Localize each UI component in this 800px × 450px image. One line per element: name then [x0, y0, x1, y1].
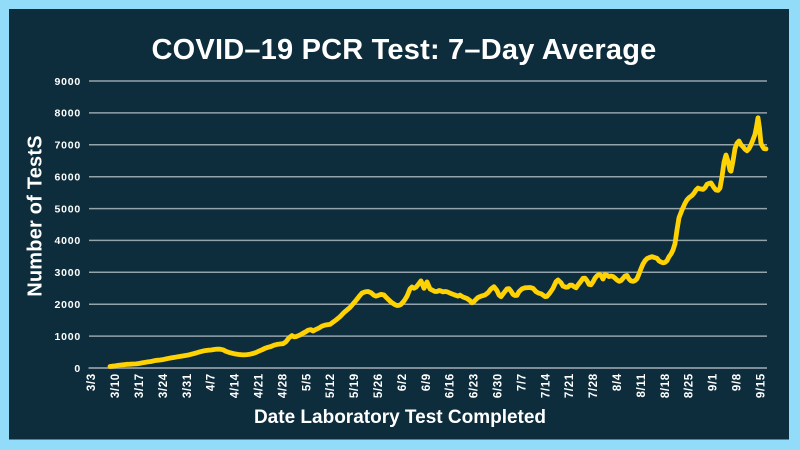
- svg-text:8000: 8000: [54, 108, 81, 120]
- svg-text:5/5: 5/5: [301, 373, 313, 391]
- svg-text:3/31: 3/31: [182, 373, 194, 398]
- svg-text:7/14: 7/14: [540, 373, 552, 398]
- svg-text:7/7: 7/7: [516, 373, 528, 391]
- svg-text:5/19: 5/19: [349, 373, 361, 398]
- svg-text:3000: 3000: [54, 267, 81, 279]
- svg-text:6000: 6000: [54, 172, 81, 184]
- svg-text:6/30: 6/30: [493, 373, 505, 398]
- svg-text:5/26: 5/26: [373, 373, 385, 398]
- svg-text:4/7: 4/7: [206, 373, 218, 391]
- svg-text:8/4: 8/4: [612, 373, 624, 391]
- svg-text:7/21: 7/21: [564, 373, 576, 398]
- svg-text:6/2: 6/2: [397, 373, 409, 391]
- svg-text:5/12: 5/12: [325, 373, 337, 398]
- svg-text:8/11: 8/11: [636, 373, 648, 397]
- svg-text:6/16: 6/16: [445, 373, 457, 398]
- svg-text:COVID–19 PCR Test: 7–Day Avera: COVID–19 PCR Test: 7–Day Average: [152, 34, 657, 66]
- svg-text:4/14: 4/14: [230, 373, 242, 398]
- svg-text:3/3: 3/3: [86, 373, 98, 391]
- svg-text:7/28: 7/28: [588, 373, 600, 398]
- svg-text:4/28: 4/28: [277, 373, 289, 398]
- svg-text:6/9: 6/9: [421, 373, 433, 391]
- svg-text:5000: 5000: [54, 203, 81, 215]
- svg-text:8/25: 8/25: [684, 373, 696, 398]
- svg-text:9000: 9000: [54, 76, 81, 88]
- svg-text:9/1: 9/1: [708, 373, 720, 391]
- svg-text:1000: 1000: [54, 331, 81, 343]
- svg-text:4/21: 4/21: [254, 373, 266, 398]
- svg-text:Number of TestS: Number of TestS: [25, 135, 47, 297]
- svg-text:Date Laboratory Test Completed: Date Laboratory Test Completed: [254, 407, 546, 428]
- svg-text:3/24: 3/24: [158, 373, 170, 398]
- svg-text:6/23: 6/23: [469, 373, 481, 398]
- svg-text:9/8: 9/8: [732, 373, 744, 391]
- svg-text:3/10: 3/10: [110, 373, 122, 398]
- svg-text:8/18: 8/18: [660, 373, 672, 398]
- svg-text:0: 0: [74, 363, 81, 375]
- svg-text:7000: 7000: [54, 140, 81, 152]
- svg-text:3/17: 3/17: [134, 373, 146, 398]
- svg-text:4000: 4000: [54, 235, 81, 247]
- svg-text:2000: 2000: [54, 299, 81, 311]
- svg-text:9/15: 9/15: [755, 373, 767, 398]
